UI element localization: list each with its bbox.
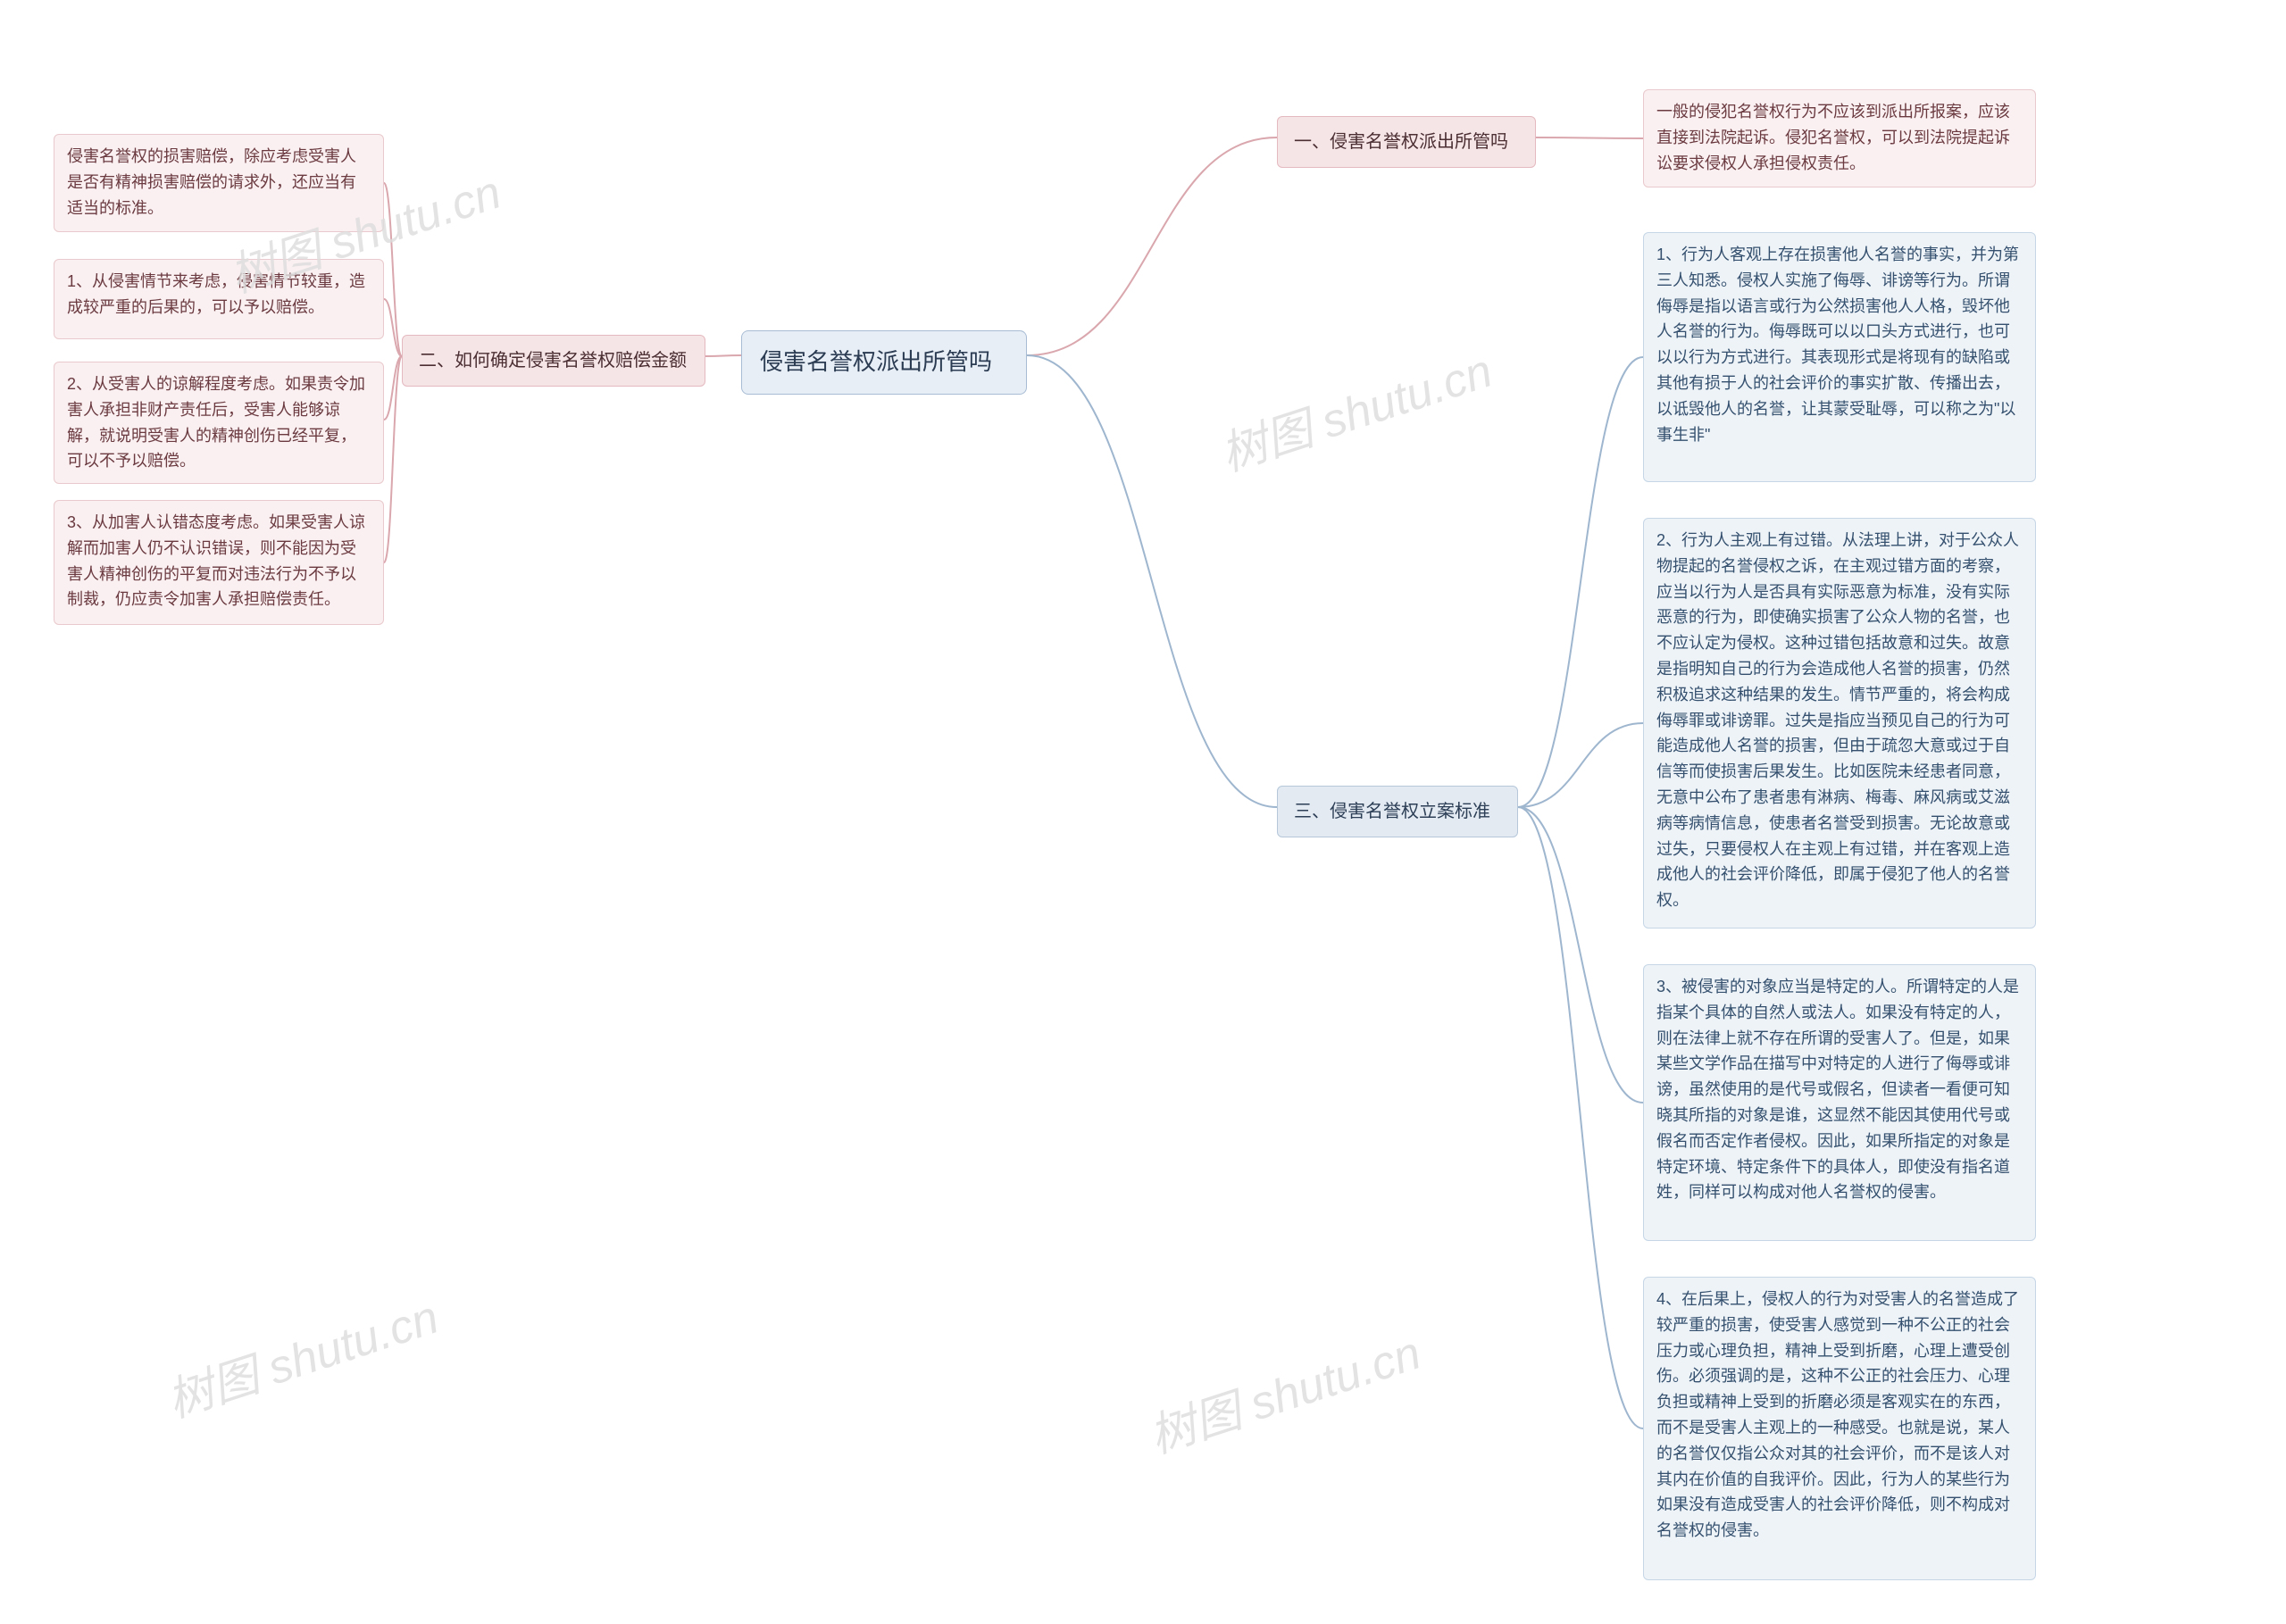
mindmap-root: 侵害名誉权派出所管吗 (741, 330, 1027, 395)
branch-3: 三、侵害名誉权立案标准 (1277, 786, 1518, 837)
leaf-b2-1: 1、从侵害情节来考虑，侵害情节较重，造成较严重的后果的，可以予以赔偿。 (54, 259, 384, 339)
leaf-b3-4-text: 4、在后果上，侵权人的行为对受害人的名誉造成了较严重的损害，使受害人感觉到一种不… (1656, 1290, 2019, 1539)
leaf-b2-1-text: 1、从侵害情节来考虑，侵害情节较重，造成较严重的后果的，可以予以赔偿。 (67, 272, 365, 316)
leaf-b1-1-text: 一般的侵犯名誉权行为不应该到派出所报案，应该直接到法院起诉。侵犯名誉权，可以到法… (1656, 103, 2010, 172)
leaf-b2-2: 2、从受害人的谅解程度考虑。如果责令加害人承担非财产责任后，受害人能够谅解，就说… (54, 362, 384, 484)
watermark: 树图 shutu.cn (157, 1279, 446, 1430)
leaf-b3-3: 3、被侵害的对象应当是特定的人。所谓特定的人是指某个具体的自然人或法人。如果没有… (1643, 964, 2036, 1241)
leaf-b2-0: 侵害名誉权的损害赔偿，除应考虑受害人是否有精神损害赔偿的请求外，还应当有适当的标… (54, 134, 384, 232)
watermark: 树图 shutu.cn (1211, 333, 1499, 484)
leaf-b3-2-text: 2、行为人主观上有过错。从法理上讲，对于公众人物提起的名誉侵权之诉，在主观过错方… (1656, 531, 2019, 909)
branch-1: 一、侵害名誉权派出所管吗 (1277, 116, 1536, 168)
leaf-b3-1-text: 1、行为人客观上存在损害他人名誉的事实，并为第三人知悉。侵权人实施了侮辱、诽谤等… (1656, 246, 2019, 444)
leaf-b2-3-text: 3、从加害人认错态度考虑。如果受害人谅解而加害人仍不认识错误，则不能因为受害人精… (67, 513, 365, 608)
root-label: 侵害名誉权派出所管吗 (760, 348, 992, 375)
branch-1-label: 一、侵害名誉权派出所管吗 (1294, 132, 1508, 152)
leaf-b3-2: 2、行为人主观上有过错。从法理上讲，对于公众人物提起的名誉侵权之诉，在主观过错方… (1643, 518, 2036, 929)
watermark: 树图 shutu.cn (1139, 1315, 1428, 1466)
branch-3-label: 三、侵害名誉权立案标准 (1294, 802, 1490, 821)
leaf-b2-0-text: 侵害名誉权的损害赔偿，除应考虑受害人是否有精神损害赔偿的请求外，还应当有适当的标… (67, 147, 356, 217)
branch-2-label: 二、如何确定侵害名誉权赔偿金额 (419, 351, 687, 371)
leaf-b2-2-text: 2、从受害人的谅解程度考虑。如果责令加害人承担非财产责任后，受害人能够谅解，就说… (67, 375, 365, 470)
leaf-b1-1: 一般的侵犯名誉权行为不应该到派出所报案，应该直接到法院起诉。侵犯名誉权，可以到法… (1643, 89, 2036, 187)
branch-2: 二、如何确定侵害名誉权赔偿金额 (402, 335, 705, 387)
leaf-b3-3-text: 3、被侵害的对象应当是特定的人。所谓特定的人是指某个具体的自然人或法人。如果没有… (1656, 978, 2019, 1201)
leaf-b3-4: 4、在后果上，侵权人的行为对受害人的名誉造成了较严重的损害，使受害人感觉到一种不… (1643, 1277, 2036, 1580)
leaf-b3-1: 1、行为人客观上存在损害他人名誉的事实，并为第三人知悉。侵权人实施了侮辱、诽谤等… (1643, 232, 2036, 482)
leaf-b2-3: 3、从加害人认错态度考虑。如果受害人谅解而加害人仍不认识错误，则不能因为受害人精… (54, 500, 384, 625)
